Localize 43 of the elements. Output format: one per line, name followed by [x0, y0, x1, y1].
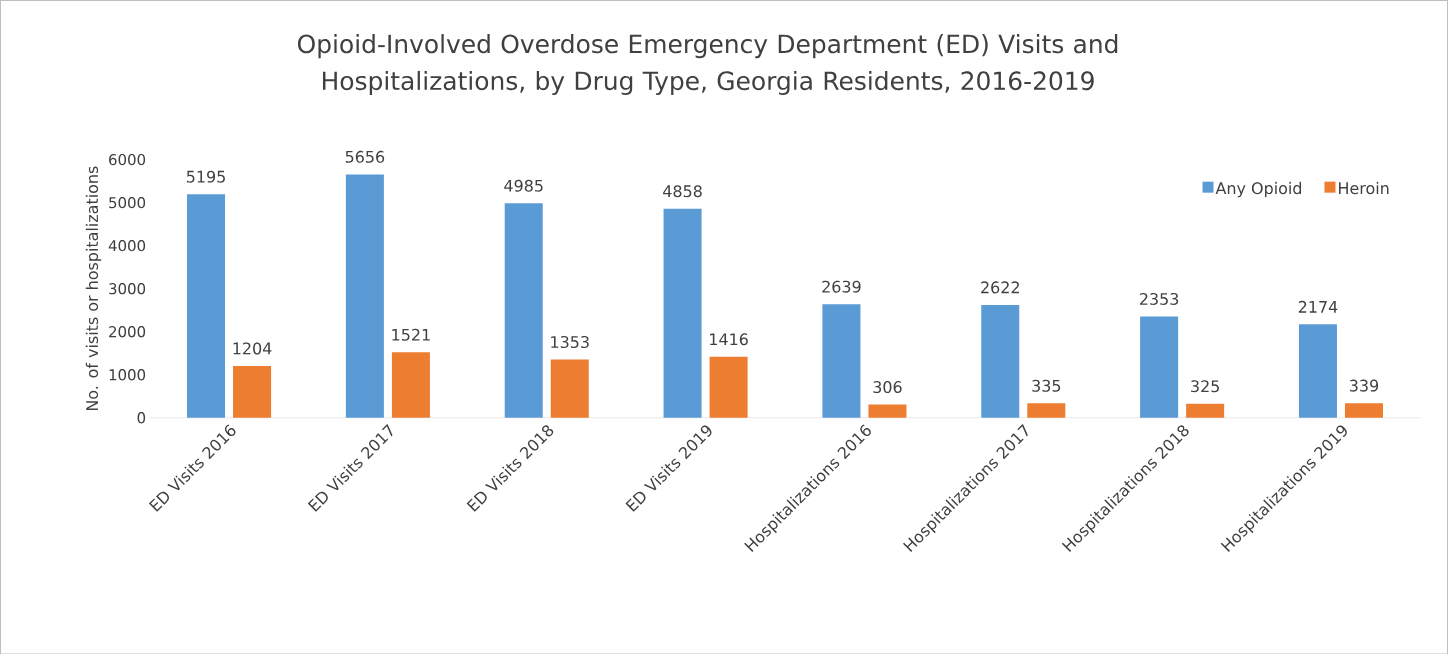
- y-tick-label: 6000: [109, 153, 146, 166]
- bar: [1344, 402, 1383, 418]
- bar: [981, 304, 1020, 418]
- bar: [504, 203, 543, 418]
- bar: [187, 194, 226, 418]
- legend-label: Any Opioid: [1215, 181, 1302, 198]
- data-label: 4985: [504, 179, 543, 192]
- bar: [1186, 403, 1225, 418]
- data-label: 1521: [392, 328, 430, 341]
- y-tick-label: 0: [137, 411, 146, 424]
- legend-label: Heroin: [1339, 181, 1389, 194]
- y-tick-label: 3000: [109, 282, 146, 295]
- bar: [550, 359, 589, 418]
- y-tick-label: 4000: [108, 239, 146, 252]
- bar: [1298, 324, 1337, 418]
- data-label: 335: [1032, 379, 1061, 392]
- data-label: 339: [1349, 379, 1379, 392]
- y-axis-title: No. of visits or hospitalizations: [85, 166, 102, 410]
- data-label: 4858: [663, 184, 702, 197]
- data-label: 1204: [233, 342, 272, 355]
- y-tick-label: 1000: [109, 368, 146, 381]
- data-label: 2353: [1139, 292, 1179, 305]
- bar: [345, 174, 384, 418]
- data-label: 1353: [551, 335, 589, 348]
- bar: [391, 352, 430, 418]
- bar: [709, 356, 748, 418]
- data-label: 5656: [345, 150, 385, 163]
- bar: [1140, 316, 1179, 418]
- data-label: 2622: [981, 281, 1019, 294]
- y-tick-label: 5000: [109, 196, 146, 209]
- data-label: 306: [873, 380, 902, 393]
- bar: [822, 304, 861, 418]
- data-label: 5195: [186, 170, 225, 183]
- bar: [868, 404, 907, 418]
- data-label: 1416: [710, 333, 748, 346]
- chart-title: Opioid-Involved Overdose Emergency Department (ED) Visits and Hospitalizations, by Drug Type, Georgia Residents, 2016-2019: [297, 33, 1118, 95]
- data-label: 325: [1191, 379, 1219, 393]
- data-label: 2174: [1298, 300, 1338, 313]
- bar: [1027, 403, 1066, 418]
- bar: [663, 208, 702, 418]
- data-label: 2639: [822, 280, 861, 293]
- bar: [233, 365, 272, 418]
- y-tick-label: 2000: [109, 325, 146, 338]
